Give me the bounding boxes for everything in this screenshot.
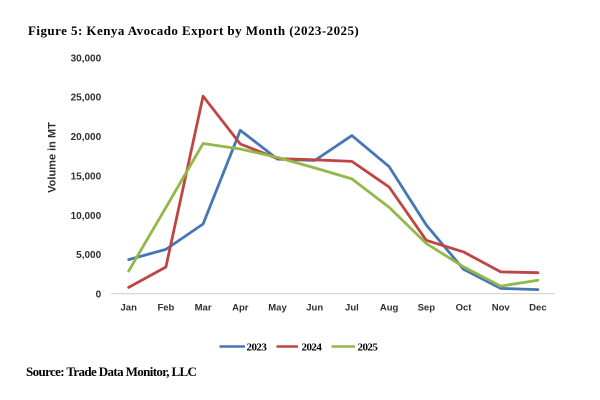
svg-text:30,000: 30,000 (71, 53, 102, 64)
svg-text:10,000: 10,000 (71, 211, 102, 222)
svg-text:Source: Trade Data Monitor, LL: Source: Trade Data Monitor, LLC (26, 364, 197, 379)
svg-text:Nov: Nov (492, 303, 511, 314)
svg-text:Sep: Sep (418, 303, 436, 314)
svg-text:Figure 5: Kenya Avocado Export: Figure 5: Kenya Avocado Export by Month … (28, 23, 359, 38)
svg-text:Oct: Oct (456, 303, 473, 314)
svg-text:2023: 2023 (247, 342, 268, 354)
svg-text:Aug: Aug (380, 303, 399, 314)
svg-text:Apr: Apr (232, 303, 249, 314)
svg-text:Feb: Feb (157, 303, 174, 314)
svg-text:May: May (268, 303, 287, 314)
svg-text:15,000: 15,000 (71, 171, 102, 182)
svg-text:2024: 2024 (302, 342, 323, 354)
svg-text:2025: 2025 (358, 342, 379, 354)
svg-text:Mar: Mar (195, 303, 212, 314)
svg-text:Volume in MT: Volume in MT (47, 122, 59, 193)
svg-text:0: 0 (96, 290, 102, 301)
svg-text:Jan: Jan (121, 303, 138, 314)
svg-text:Jul: Jul (345, 303, 359, 314)
svg-text:Jun: Jun (306, 303, 323, 314)
svg-text:20,000: 20,000 (71, 132, 102, 143)
svg-text:Dec: Dec (529, 303, 546, 314)
svg-text:25,000: 25,000 (71, 93, 102, 104)
svg-text:5,000: 5,000 (76, 250, 101, 261)
